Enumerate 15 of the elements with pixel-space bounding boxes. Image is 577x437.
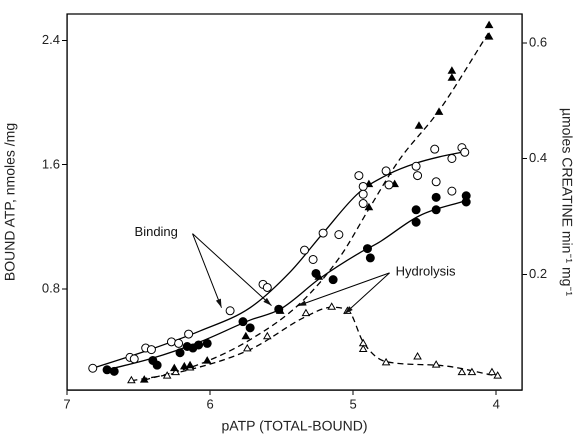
- y-tick-label: 2.4: [42, 32, 60, 47]
- y2-axis-title: µmoles CREATINE min⁻¹ mg⁻¹: [560, 108, 576, 296]
- y-axis-title: BOUND ATP, nmoles /mg: [1, 122, 18, 282]
- y2-tick-label: 0.6: [529, 34, 548, 50]
- x-tick-label: 4: [492, 396, 500, 412]
- x-axis-title: pATP (TOTAL-BOUND): [222, 417, 368, 434]
- y-tick-label: 1.6: [42, 156, 60, 172]
- y2-tick-label: 0.4: [529, 150, 548, 166]
- annotation: Hydrolysis: [396, 263, 456, 278]
- x-tick-label: 6: [206, 396, 214, 412]
- annotation: Binding: [134, 224, 178, 240]
- x-tick-label: 7: [63, 396, 71, 412]
- y2-tick-label: 0.2: [529, 266, 548, 281]
- y-tick-label: 0.8: [42, 280, 60, 296]
- x-tick-label: 5: [350, 396, 357, 412]
